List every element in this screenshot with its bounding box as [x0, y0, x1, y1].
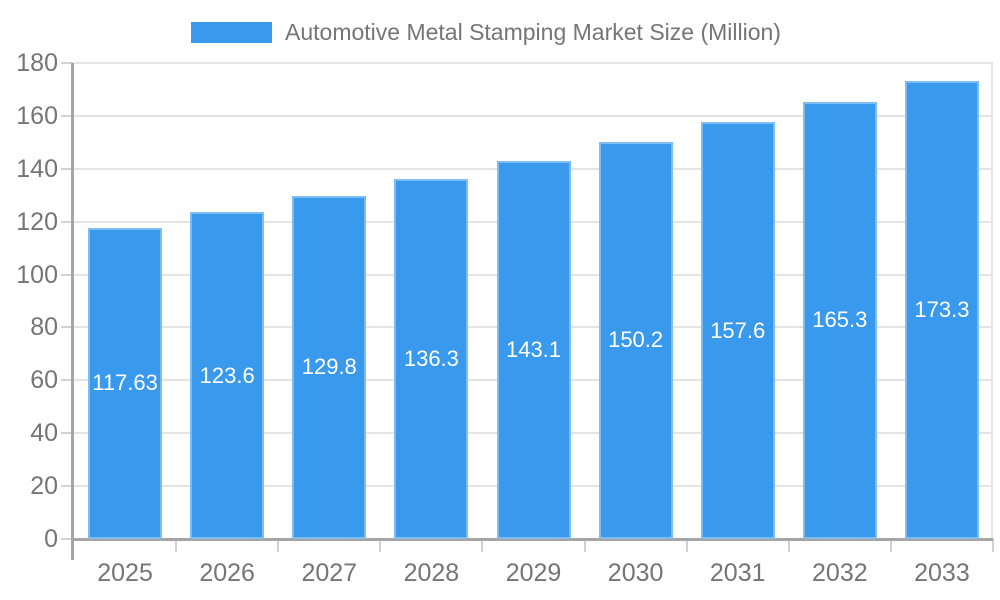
bar-value-label: 123.6	[199, 362, 255, 388]
right-gridline	[991, 63, 993, 539]
y-axis-label: 120	[16, 207, 58, 236]
x-axis-label: 2031	[709, 559, 766, 587]
y-axis-label: 20	[30, 472, 58, 501]
y-tick	[61, 62, 73, 64]
bar[interactable]: 136.3	[394, 178, 469, 539]
y-tick	[61, 485, 73, 488]
bar[interactable]: 129.8	[292, 195, 367, 539]
x-axis-label: 2025	[97, 559, 153, 587]
bar-value-label: 150.2	[608, 327, 664, 353]
bar[interactable]: 123.6	[190, 212, 265, 539]
x-tick	[277, 539, 280, 552]
x-tick	[175, 539, 178, 552]
x-tick	[685, 539, 688, 552]
x-axis-label: 2029	[505, 559, 562, 587]
bar[interactable]: 150.2	[598, 141, 673, 539]
bar-value-label: 129.8	[301, 354, 357, 380]
bar-value-label: 157.6	[710, 317, 766, 343]
bar-value-label: 173.3	[914, 296, 970, 322]
x-axis-label: 2028	[403, 559, 460, 587]
gridline	[74, 114, 993, 117]
bar-value-label: 165.3	[812, 307, 868, 333]
bar[interactable]: 173.3	[904, 80, 979, 539]
x-tick	[481, 539, 484, 552]
y-axis-line	[71, 63, 74, 560]
bar-value-label: 136.3	[403, 345, 459, 371]
x-tick	[379, 539, 382, 552]
y-tick	[61, 114, 73, 117]
bar[interactable]: 143.1	[496, 160, 571, 539]
y-axis-label: 160	[16, 101, 58, 130]
bar-value-label: 143.1	[505, 336, 562, 362]
y-tick	[61, 379, 73, 382]
x-axis-label: 2030	[607, 559, 664, 587]
x-axis-label: 2033	[914, 559, 970, 587]
x-axis-label: 2032	[812, 559, 868, 587]
x-axis-line	[71, 538, 993, 541]
bar-value-label: 117.63	[92, 370, 158, 396]
y-axis-label: 40	[30, 419, 58, 448]
y-axis-label: 80	[30, 313, 58, 342]
y-tick	[61, 326, 73, 329]
chart-legend: Automotive Metal Stamping Market Size (M…	[191, 19, 781, 45]
y-tick	[61, 538, 73, 540]
y-tick	[61, 273, 73, 276]
bar[interactable]: 117.63	[88, 227, 163, 539]
x-tick	[787, 539, 790, 552]
y-axis-label: 60	[30, 366, 58, 395]
x-tick	[583, 539, 586, 552]
x-tick	[889, 539, 892, 552]
legend-swatch	[191, 22, 272, 43]
y-axis-label: 140	[16, 154, 58, 183]
gridline	[74, 62, 993, 64]
x-axis-label: 2026	[199, 559, 255, 587]
y-tick	[61, 220, 73, 223]
y-tick	[61, 432, 73, 435]
y-axis-label: 0	[44, 525, 58, 553]
y-axis-label: 100	[16, 260, 58, 289]
bar[interactable]: 165.3	[802, 101, 877, 539]
y-tick	[61, 167, 73, 170]
x-tick	[992, 539, 994, 552]
y-axis-label: 180	[16, 49, 58, 77]
bar[interactable]: 157.6	[700, 122, 775, 539]
legend-label: Automotive Metal Stamping Market Size (M…	[285, 19, 781, 45]
x-axis-label: 2027	[301, 559, 358, 587]
